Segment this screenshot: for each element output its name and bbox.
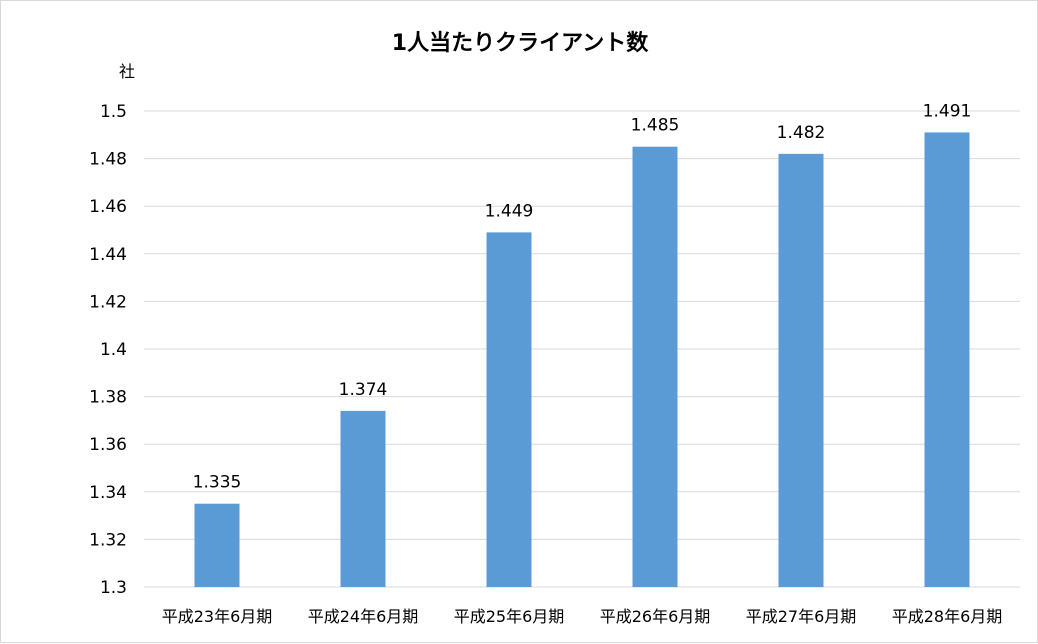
- chart-title: 1人当たりクライアント数: [391, 31, 649, 56]
- bar-value-label: 1.374: [339, 380, 388, 400]
- y-tick-label: 1.38: [89, 388, 127, 408]
- y-tick-label: 1.42: [89, 292, 127, 312]
- bar: [778, 153, 824, 587]
- y-tick-label: 1.5: [100, 102, 127, 122]
- y-tick-label: 1.46: [89, 197, 127, 217]
- y-tick-label: 1.4: [100, 340, 127, 360]
- y-tick-label: 1.32: [89, 530, 127, 550]
- bar-value-label: 1.449: [485, 201, 534, 221]
- x-tick-label: 平成23年6月期: [162, 607, 273, 626]
- x-tick-label: 平成27年6月期: [746, 607, 857, 626]
- y-tick-label: 1.48: [89, 150, 127, 170]
- bar: [486, 232, 532, 587]
- y-tick-label: 1.44: [89, 245, 127, 265]
- x-tick-label: 平成28年6月期: [892, 607, 1003, 626]
- bar: [340, 410, 386, 587]
- y-tick-label: 1.36: [89, 435, 127, 455]
- x-tick-label: 平成24年6月期: [308, 607, 419, 626]
- bar: [924, 132, 970, 588]
- bar-value-label: 1.485: [631, 116, 680, 136]
- bar-value-label: 1.482: [777, 123, 826, 143]
- bar-value-label: 1.491: [923, 101, 972, 121]
- x-tick-label: 平成25年6月期: [454, 607, 565, 626]
- x-tick-label: 平成26年6月期: [600, 607, 711, 626]
- y-tick-label: 1.3: [100, 578, 127, 598]
- bar: [632, 146, 678, 587]
- bar-value-label: 1.335: [193, 473, 242, 493]
- y-tick-label: 1.34: [89, 483, 127, 503]
- bar: [194, 503, 240, 587]
- y-axis-unit-label: 社: [119, 62, 136, 81]
